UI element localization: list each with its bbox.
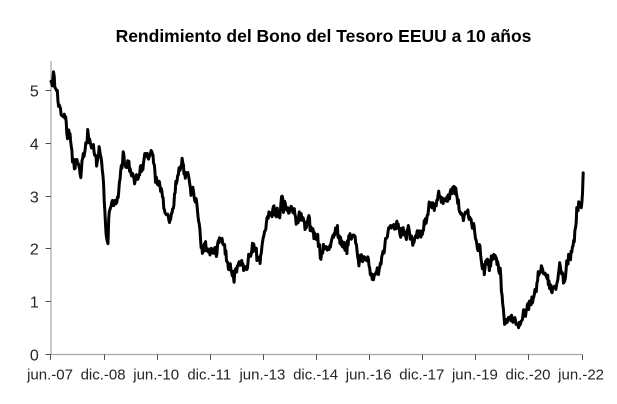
svg-text:jun.-22: jun.-22 <box>557 366 604 383</box>
svg-text:jun.-16: jun.-16 <box>345 366 392 383</box>
svg-text:jun.-07: jun.-07 <box>26 366 73 383</box>
svg-text:1: 1 <box>30 294 39 311</box>
svg-text:4: 4 <box>30 136 39 153</box>
svg-text:jun.-10: jun.-10 <box>132 366 179 383</box>
svg-text:dic.-08: dic.-08 <box>81 366 126 383</box>
svg-text:Rendimiento del Bono del Tesor: Rendimiento del Bono del Tesoro EEUU a 1… <box>116 26 532 46</box>
svg-text:dic.-11: dic.-11 <box>187 366 231 383</box>
svg-text:dic.-17: dic.-17 <box>399 366 444 383</box>
svg-text:dic.-20: dic.-20 <box>505 366 550 383</box>
svg-text:3: 3 <box>30 189 39 206</box>
svg-text:jun.-13: jun.-13 <box>238 366 285 383</box>
svg-text:5: 5 <box>30 83 39 100</box>
svg-text:dic.-14: dic.-14 <box>293 366 338 383</box>
svg-text:0: 0 <box>30 347 39 364</box>
svg-text:2: 2 <box>30 241 39 258</box>
svg-text:jun.-19: jun.-19 <box>451 366 498 383</box>
